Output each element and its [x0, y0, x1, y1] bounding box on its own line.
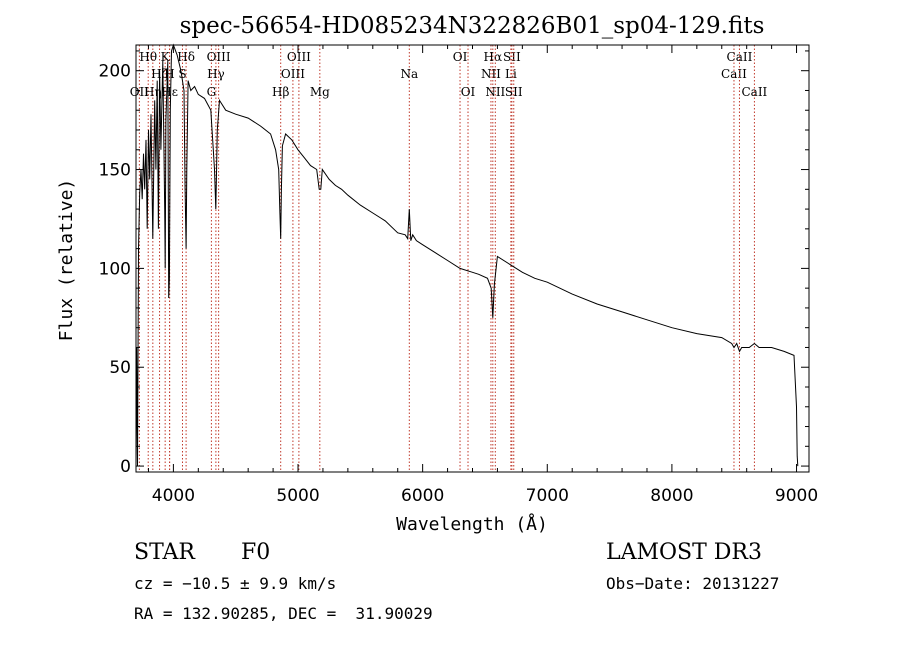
plot-frame: [135, 44, 810, 473]
series-line-flux: [135, 43, 799, 467]
marker-label: Hδ: [177, 50, 195, 64]
marker-label: OIII: [287, 50, 311, 64]
marker-label: SII: [503, 50, 521, 64]
obs-date-text: Obs−Date: 20131227: [606, 574, 780, 593]
marker-label: OII: [130, 85, 150, 99]
survey-label: LAMOST DR3: [606, 540, 762, 565]
x-tick-label: 6000: [401, 486, 444, 506]
x-axis-label: Wavelength (Å): [396, 513, 548, 535]
marker-label: OI: [461, 85, 476, 99]
marker-label: Mg: [310, 85, 330, 99]
marker-label: SII: [505, 85, 523, 99]
marker-label: Na: [400, 67, 418, 81]
chart-title: spec-56654-HD085234N322826B01_sp04-129.f…: [180, 13, 765, 39]
marker-label: NII: [481, 67, 501, 81]
y-tick-label: 0: [120, 457, 131, 477]
x-tick-label: 8000: [650, 486, 693, 506]
marker-label: CaII: [721, 67, 747, 81]
x-axis: 4000 5000 6000 7000 8000 9000: [147, 45, 818, 506]
marker-label: G: [207, 85, 217, 99]
object-subclass: F0: [241, 540, 271, 565]
series-group: [135, 43, 799, 467]
x-tick-label: 5000: [276, 486, 319, 506]
object-class: STAR: [134, 540, 195, 565]
y-tick-label: 100: [99, 259, 131, 279]
marker-label: K: [161, 50, 171, 64]
marker-label: CaII: [741, 85, 767, 99]
redshift-text: cz = −10.5 ± 9.9 km/s: [134, 574, 337, 593]
marker-label: OI: [453, 50, 468, 64]
marker-label: Hε: [161, 85, 178, 99]
marker-label: Hγ: [207, 67, 225, 81]
marker-label: NII: [485, 85, 505, 99]
y-axis: 0 50 100 150 200: [99, 50, 809, 477]
marker-label: CaII: [727, 50, 753, 64]
marker-label: OIII: [207, 50, 231, 64]
y-tick-label: 50: [109, 358, 131, 378]
coordinates-text: RA = 132.90285, DEC = 31.90029: [134, 604, 433, 623]
y-axis-label: Flux (relative): [56, 179, 77, 342]
marker-label: OIII: [281, 67, 305, 81]
marker-label: Hθ: [139, 50, 157, 64]
x-tick-label: 9000: [775, 486, 818, 506]
x-tick-label: 7000: [526, 486, 569, 506]
marker-label: Li: [505, 67, 517, 81]
marker-label: Hα: [484, 50, 503, 64]
marker-label: Hβ: [272, 85, 289, 99]
x-tick-label: 4000: [152, 486, 195, 506]
marker-label: S: [178, 67, 186, 81]
y-tick-label: 150: [99, 161, 131, 181]
y-tick-label: 200: [99, 62, 131, 82]
